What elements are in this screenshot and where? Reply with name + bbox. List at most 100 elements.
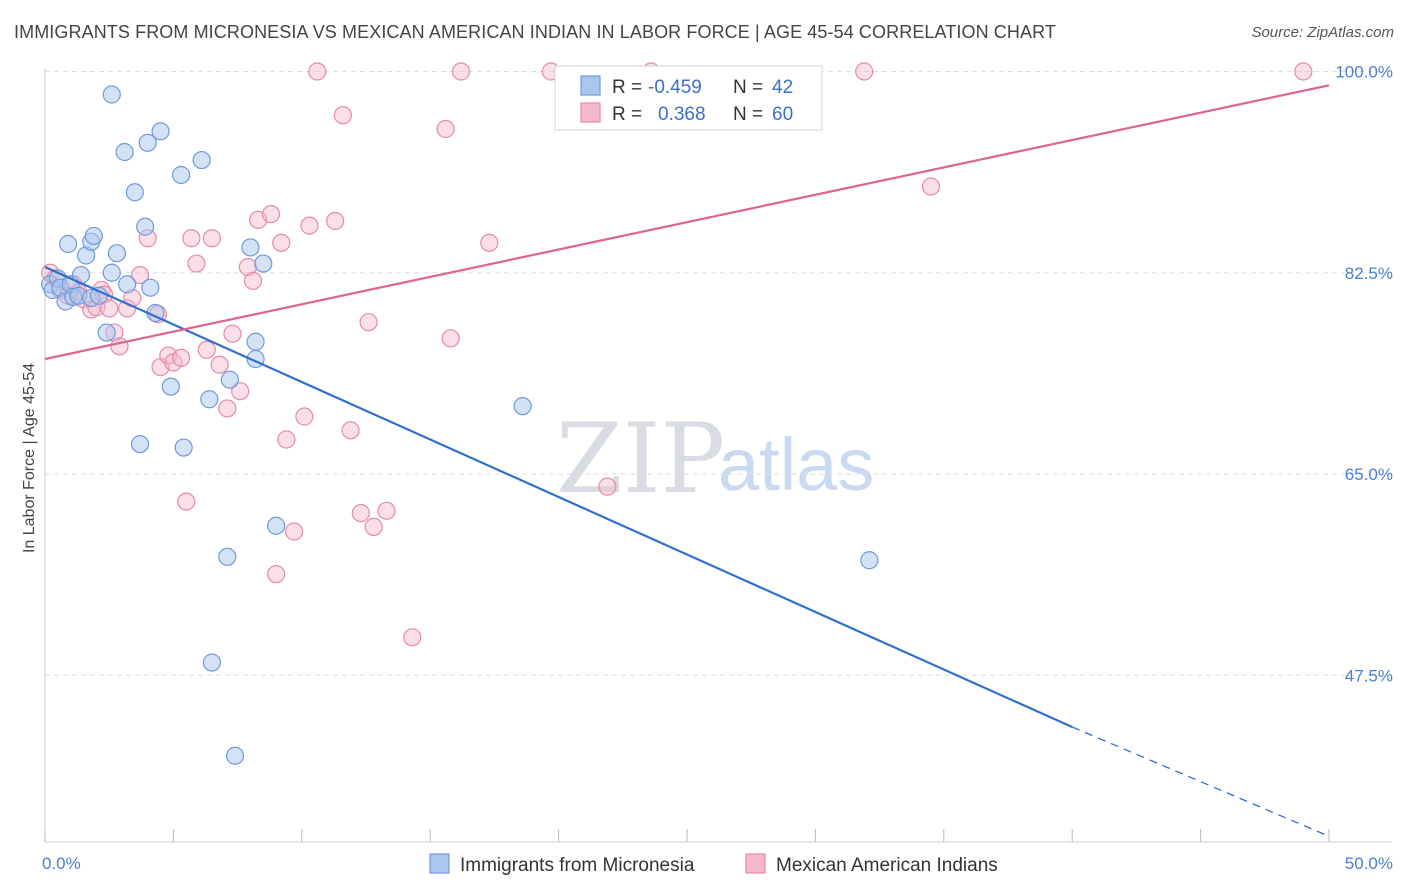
point-mexican-american-indians-36 [267,564,286,584]
legend-r-label-2: R = [612,104,642,125]
point-micronesia-36 [225,746,245,765]
legend-swatch-blue [580,75,601,96]
y-tick-label-2: 65.0% [1345,465,1393,484]
point-mexican-american-indians-31 [231,382,250,401]
y-tick-label-1: 82.5% [1345,264,1393,283]
point-mexican-american-indians-28 [210,355,229,374]
point-mexican-american-indians-26 [197,340,216,359]
point-micronesia-19 [115,142,134,162]
legend-r-label-1: R = [612,77,642,98]
axes [44,68,1392,843]
point-mexican-american-indians-40 [295,407,314,426]
point-micronesia-17 [102,263,121,282]
series-legend-swatch-blue [429,853,450,874]
point-micronesia-30 [174,438,193,457]
point-mexican-american-indians-42 [308,62,327,81]
point-micronesia-40 [254,254,273,273]
legend-r-value-1: -0.459 [648,77,702,98]
x-tick-label-0: 0.0% [42,854,81,873]
point-micronesia-27 [151,122,170,141]
point-mexican-american-indians-38 [277,430,296,449]
point-micronesia-33 [202,653,222,672]
point-micronesia-24 [138,133,157,152]
y-axis-title: In Labor Force | Age 45-54 [21,363,38,553]
series-legend-label-micronesia: Immigrants from Micronesia [460,855,695,876]
point-micronesia-37 [241,238,260,257]
point-mexican-american-indians-22 [172,348,191,367]
point-mexican-american-indians-16 [130,265,150,285]
point-micronesia-21 [125,183,144,202]
point-mexican-american-indians-45 [341,421,360,440]
chart-title: IMMIGRANTS FROM MICRONESIA VS MEXICAN AM… [14,22,1056,42]
point-mexican-american-indians-39 [284,522,304,541]
trend-lines [44,84,1330,837]
source-credit: Source: ZipAtlas.com [1251,24,1394,41]
point-mexican-american-indians-33 [243,271,263,290]
point-mexican-american-indians-44 [333,106,352,125]
point-mexican-american-indians-58 [855,62,874,81]
point-mexican-american-indians-59 [921,177,941,196]
point-mexican-american-indians-43 [326,211,345,231]
series-legend: Immigrants from Micronesia Mexican Ameri… [429,853,998,876]
point-micronesia-29 [172,165,191,185]
x-tick-labels: 0.0% 50.0% [42,854,1393,873]
point-mexican-american-indians-35 [261,205,281,224]
trend-line-mexican-american-indians [44,84,1330,361]
point-mexican-american-indians-23 [177,492,196,511]
y-tick-label-0: 100.0% [1335,63,1393,82]
x-tick-label-1: 50.0% [1345,854,1393,873]
point-micronesia-34 [218,547,237,566]
point-micronesia-23 [136,217,155,236]
point-micronesia-28 [161,377,180,396]
point-mexican-american-indians-53 [451,62,471,81]
legend-r-value-2: 0.368 [658,104,706,125]
trend-line-micronesia [44,265,1073,729]
micronesia-points [41,85,879,765]
point-micronesia-13 [84,226,103,246]
y-tick-label-3: 47.5% [1345,666,1393,685]
point-micronesia-22 [130,435,150,454]
point-mexican-american-indians-60 [1294,62,1313,81]
point-micronesia-15 [97,323,116,342]
point-micronesia-43 [860,551,879,570]
point-mexican-american-indians-49 [377,501,396,520]
point-micronesia-16 [102,85,121,104]
point-micronesia-25 [141,278,160,297]
point-mexican-american-indians-41 [300,216,319,235]
trend-line-micronesia-extension [1071,726,1330,837]
point-micronesia-39 [246,332,265,351]
point-mexican-american-indians-30 [223,324,242,343]
point-mexican-american-indians-13 [110,337,129,356]
point-mexican-american-indians-29 [218,399,237,418]
point-mexican-american-indians-25 [187,254,206,273]
point-mexican-american-indians-50 [403,628,422,647]
point-mexican-american-indians-54 [480,233,499,252]
point-micronesia-31 [192,150,211,170]
point-micronesia-14 [89,286,109,305]
gridlines [45,71,1392,676]
legend-n-value-1: 42 [772,77,793,98]
point-mexican-american-indians-46 [351,503,370,523]
legend-n-value-2: 60 [772,104,793,125]
legend-n-label-1: N = [733,77,763,98]
point-mexican-american-indians-27 [202,229,222,248]
point-mexican-american-indians-48 [364,517,383,537]
watermark-zip: ZIP [556,403,725,515]
y-tick-labels: 100.0% 82.5% 65.0% 47.5% [1335,63,1393,686]
point-mexican-american-indians-52 [441,329,460,348]
series-legend-swatch-pink [745,853,766,874]
point-micronesia-42 [513,397,532,416]
point-micronesia-18 [107,244,127,263]
series-legend-label-mexican-american-indians: Mexican American Indians [776,855,998,876]
legend-n-label-2: N = [733,104,763,125]
stats-legend: R = -0.459 N = 42 R = 0.368 N = 60 [554,65,823,131]
point-mexican-american-indians-11 [100,299,119,318]
point-micronesia-32 [200,390,219,409]
point-micronesia-35 [220,370,239,389]
legend-swatch-pink [580,102,601,123]
point-mexican-american-indians-37 [272,233,291,252]
point-mexican-american-indians-47 [359,313,378,332]
point-mexican-american-indians-51 [436,119,455,139]
watermark-atlas: atlas [718,423,874,506]
